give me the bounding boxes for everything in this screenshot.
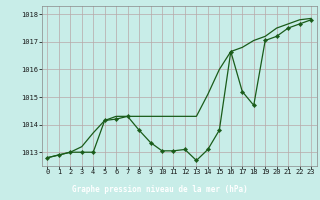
Text: Graphe pression niveau de la mer (hPa): Graphe pression niveau de la mer (hPa) bbox=[72, 185, 248, 194]
